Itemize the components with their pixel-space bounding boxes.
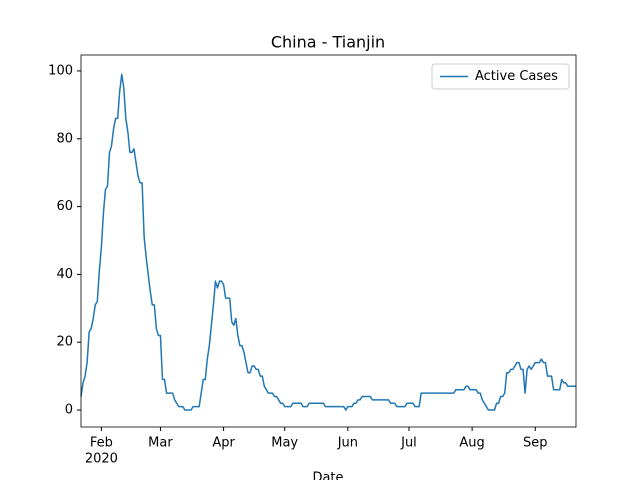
y-tick-label: 0 bbox=[65, 403, 73, 418]
x-tick-label: Aug bbox=[459, 436, 484, 451]
x-tick-label: Jul bbox=[400, 436, 417, 451]
y-tick-label: 100 bbox=[48, 63, 73, 78]
x-tick-label: Feb bbox=[90, 436, 113, 451]
data-line bbox=[80, 73, 576, 411]
x-tick-label: Sep bbox=[523, 436, 548, 451]
legend-label: Active Cases bbox=[475, 69, 558, 84]
legend-box bbox=[431, 63, 570, 90]
y-tick-label: 60 bbox=[56, 199, 73, 214]
x-axis-label: Date bbox=[312, 471, 343, 480]
x-tick-label: May bbox=[271, 436, 298, 451]
x-tick-label: Mar bbox=[148, 436, 173, 451]
x-tick-label: Apr bbox=[212, 436, 235, 451]
x-tick-label: Jun bbox=[337, 436, 358, 451]
y-tick-label: 40 bbox=[56, 267, 73, 282]
y-tick-label: 20 bbox=[56, 335, 73, 350]
x-year-label: 2020 bbox=[85, 452, 118, 467]
plot-frame bbox=[80, 54, 577, 428]
y-tick-label: 80 bbox=[56, 131, 73, 146]
chart-title: China - Tianjin bbox=[271, 33, 385, 52]
